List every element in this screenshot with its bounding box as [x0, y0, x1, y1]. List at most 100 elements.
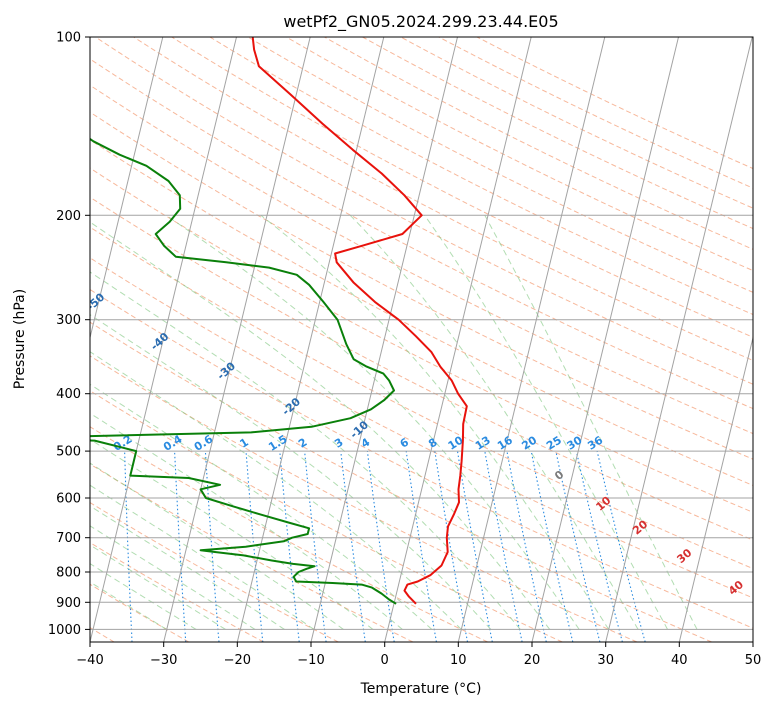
isotherm-line	[384, 37, 532, 642]
x-axis-ticks: −40 −30 −20 −10 0 10 20 30 40 50	[76, 642, 761, 668]
isotherm-line	[90, 37, 164, 340]
dry-adiabat-line	[90, 226, 753, 570]
dry-adiabat-line	[90, 84, 753, 435]
dry-adiabat-line	[90, 58, 753, 410]
x-tick-label: 40	[671, 653, 688, 668]
mixing-ratio-label: 8	[426, 436, 439, 451]
moist-adiabat-label: 10	[593, 494, 613, 514]
mixing-ratio-label: 0.6	[192, 432, 216, 454]
mixing-ratio-label: 36	[585, 433, 605, 452]
dry-adiabat-line	[90, 196, 753, 541]
mixing-ratio-line	[530, 450, 574, 642]
dry-adiabat-line	[90, 139, 753, 487]
x-tick-label: 10	[450, 653, 467, 668]
y-tick-label: 1000	[48, 623, 81, 638]
isotherm-line	[236, 37, 385, 642]
isotherm-label: -20	[280, 395, 304, 418]
dry-adiabat-line	[90, 390, 563, 642]
y-tick-label: 400	[56, 387, 81, 402]
isotherm-label: -60	[20, 251, 44, 274]
y-tick-label: 500	[56, 445, 81, 460]
y-tick-label: 200	[56, 209, 81, 224]
sounding-profiles	[90, 37, 468, 605]
moist-adiabat-line	[90, 484, 315, 630]
moist-adiabat-line	[90, 271, 521, 630]
moist-adiabat-line	[484, 215, 698, 630]
dewpoint-profile	[90, 137, 397, 605]
moist-adiabat-line	[90, 221, 551, 630]
dry-adiabat-line	[90, 502, 339, 642]
mixing-ratio-label: 0.4	[161, 432, 185, 454]
moist-adiabat-line	[424, 215, 669, 630]
plot-area: 0.10.20.40.611.52346810131620253036-100-…	[20, 37, 753, 642]
dry-adiabats	[90, 37, 753, 642]
chart-title: wetPf2_GN05.2024.299.23.44.E05	[283, 12, 558, 32]
pressure-gridlines	[90, 37, 753, 630]
dry-adiabat-line	[90, 111, 753, 460]
dry-adiabat-line	[133, 37, 753, 362]
x-tick-label: 0	[381, 653, 389, 668]
dry-adiabat-line	[95, 37, 753, 385]
mixing-ratio-line	[596, 450, 646, 642]
mixing-ratio-label: 3	[332, 436, 345, 451]
moist-adiabat-line	[349, 214, 639, 630]
y-tick-label: 600	[56, 492, 81, 507]
isotherm-line	[531, 37, 679, 642]
x-tick-label: −10	[297, 653, 324, 668]
mixing-ratio-label: 16	[495, 433, 515, 452]
y-axis-title: Pressure (hPa)	[12, 289, 28, 389]
dry-adiabat-line	[90, 257, 753, 599]
moist-adiabat-label: 20	[630, 517, 650, 537]
mixing-ratio-label: 4	[359, 435, 373, 450]
mixing-ratio-label: 1	[237, 436, 250, 451]
y-tick-label: 800	[56, 566, 81, 581]
isotherm-label: -50	[84, 290, 108, 313]
mixing-ratio-line	[340, 451, 366, 642]
x-tick-label: 50	[745, 653, 762, 668]
mixing-ratio-line	[245, 451, 264, 642]
isotherm-line	[310, 37, 458, 642]
dry-adiabat-line	[171, 37, 753, 338]
moist-adiabat-line	[90, 581, 167, 630]
y-tick-label: 700	[56, 531, 81, 546]
mixing-ratio-line	[279, 451, 300, 642]
mixing-ratio-line	[506, 450, 547, 642]
mixing-ratio-label: 13	[473, 434, 493, 453]
y-tick-label: 100	[56, 31, 81, 46]
mixing-ratio-label: 2	[296, 436, 309, 451]
mixing-ratio-line	[304, 451, 327, 642]
moist-adiabat-line	[166, 214, 580, 630]
isotherm-label: -30	[215, 359, 239, 382]
dry-adiabat-line	[285, 37, 753, 272]
mixing-ratio-line	[555, 450, 601, 642]
plot-frame	[89, 36, 754, 643]
mixing-ratio-line	[78, 451, 82, 642]
mixing-ratio-line	[575, 450, 623, 642]
dry-adiabat-line	[90, 426, 488, 642]
moist-adiabat-line	[90, 462, 344, 630]
isotherm-line	[605, 37, 753, 642]
isotherm-label: -10	[348, 418, 372, 441]
moist-adiabat-label: 40	[726, 578, 746, 598]
mixing-ratio-line	[366, 451, 395, 642]
isotherm-label: -40	[148, 330, 172, 353]
dry-adiabat-line	[90, 463, 414, 642]
dry-adiabat-line	[90, 288, 753, 629]
mixing-ratio-line	[124, 451, 133, 642]
isotherms	[90, 37, 753, 642]
mixing-ratio-line	[456, 451, 493, 642]
y-axis-ticks: 100 200 300 400 500 600 700 800 900 1000	[48, 31, 90, 638]
isotherm-line	[163, 37, 311, 642]
moist-adiabat-line	[90, 563, 197, 630]
mixing-ratio-lines	[78, 450, 646, 642]
temperature-profile	[251, 37, 468, 605]
x-axis-title: Temperature (°C)	[360, 681, 482, 697]
dry-adiabat-line	[90, 167, 753, 513]
dry-adiabat-line	[90, 355, 638, 642]
x-tick-label: −30	[150, 653, 177, 668]
x-tick-label: 20	[524, 653, 541, 668]
isotherm-line	[90, 37, 237, 642]
moist-adiabat-label: 30	[674, 546, 694, 566]
moist-adiabat-label: 0	[552, 468, 566, 483]
mixing-ratio-label: 6	[398, 435, 412, 450]
